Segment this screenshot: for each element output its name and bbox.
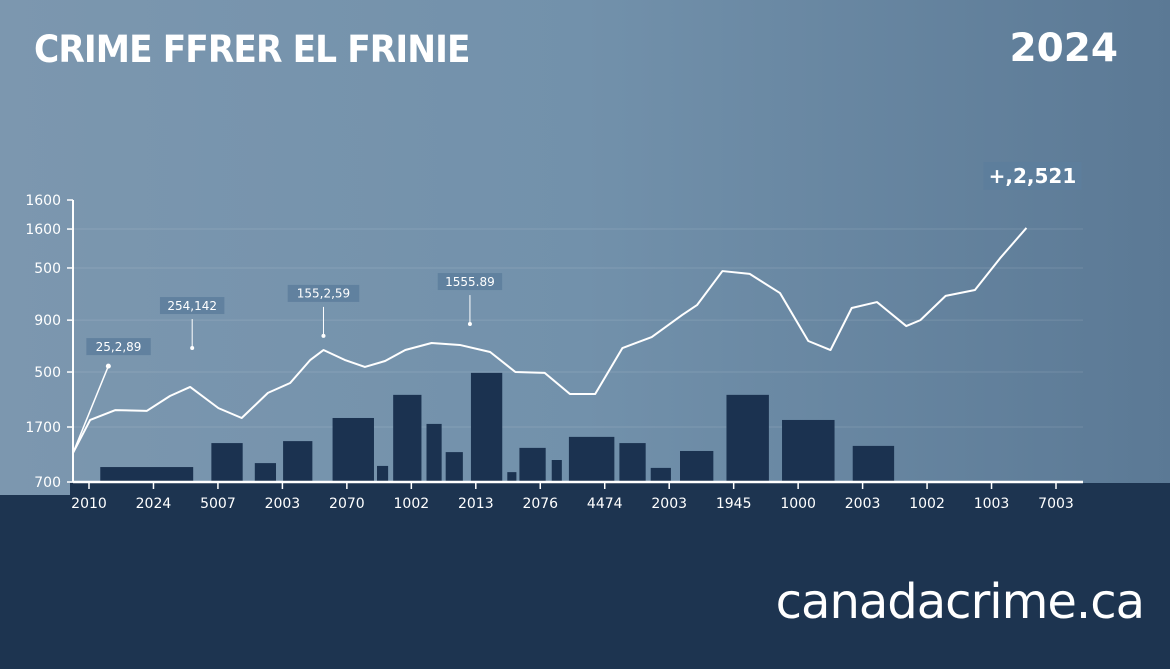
- bar: [332, 417, 374, 482]
- annotation-label: 155,2,59: [297, 287, 350, 301]
- x-tick-label: 1945: [716, 496, 752, 512]
- x-tick-label: 2003: [651, 496, 687, 512]
- site-name: canadacrime.ca: [775, 574, 1145, 630]
- x-tick-label: 2010: [71, 496, 107, 512]
- bar: [726, 394, 769, 482]
- bar: [650, 467, 671, 482]
- footer-band: [0, 483, 1170, 669]
- x-tick-label: 2076: [522, 496, 558, 512]
- bar: [680, 450, 714, 482]
- y-tick-label: 500: [34, 365, 61, 381]
- x-tick-label: 2070: [329, 496, 365, 512]
- x-tick-label: 2013: [458, 496, 494, 512]
- annotation-label: 25,2,89: [96, 340, 142, 354]
- annotation-dot: [321, 333, 326, 338]
- bar: [507, 472, 517, 482]
- x-tick-label: 1002: [909, 496, 945, 512]
- bar: [445, 452, 463, 482]
- bar: [211, 443, 243, 482]
- chart-title: CRIME FFRER EL FRINIE: [34, 28, 471, 71]
- bar: [254, 463, 277, 482]
- y-tick-label: 500: [34, 261, 61, 277]
- bar: [519, 447, 546, 482]
- annotation-box: [287, 284, 360, 302]
- x-tick-label: 5007: [200, 496, 236, 512]
- annotation-dot: [467, 322, 472, 327]
- bar: [568, 436, 615, 482]
- y-tick-label: 700: [34, 475, 61, 491]
- x-tick-label: 7003: [1038, 496, 1074, 512]
- y-tick-label: 900: [34, 313, 61, 329]
- x-tick-label: 1003: [974, 496, 1010, 512]
- annotation-box: [437, 273, 503, 291]
- x-tick-label: 2024: [136, 496, 172, 512]
- x-tick-label: 2003: [265, 496, 301, 512]
- y-tick-label: 1600: [25, 222, 61, 238]
- x-tick-label: 1000: [780, 496, 816, 512]
- bar: [100, 467, 194, 482]
- annotation-pointer: [72, 365, 110, 454]
- bar: [852, 445, 895, 482]
- annotation-label: 254,142: [167, 299, 217, 313]
- year-label: 2024: [1009, 26, 1118, 71]
- x-tick-label: 2003: [845, 496, 881, 512]
- annotation-label: 1555.89: [445, 275, 495, 289]
- annotation-dot: [105, 363, 111, 369]
- bar: [619, 443, 646, 482]
- bar: [551, 460, 562, 482]
- y-tick-label: 1600: [25, 193, 61, 209]
- annotation-box: [159, 297, 225, 315]
- x-tick-label: 1002: [394, 496, 430, 512]
- x-tick-label: 4474: [587, 496, 623, 512]
- bar: [426, 423, 442, 482]
- annotation-box: [86, 338, 151, 356]
- bar: [283, 441, 313, 482]
- bar: [782, 419, 835, 482]
- bar: [377, 465, 389, 482]
- annotation-box: [983, 161, 1082, 190]
- trend-line: [72, 227, 1028, 454]
- annotation-label: +,2,521: [989, 164, 1077, 188]
- bar: [393, 394, 422, 482]
- bar: [470, 372, 503, 482]
- y-tick-label: 1700: [25, 420, 61, 436]
- annotation-dot: [190, 346, 195, 351]
